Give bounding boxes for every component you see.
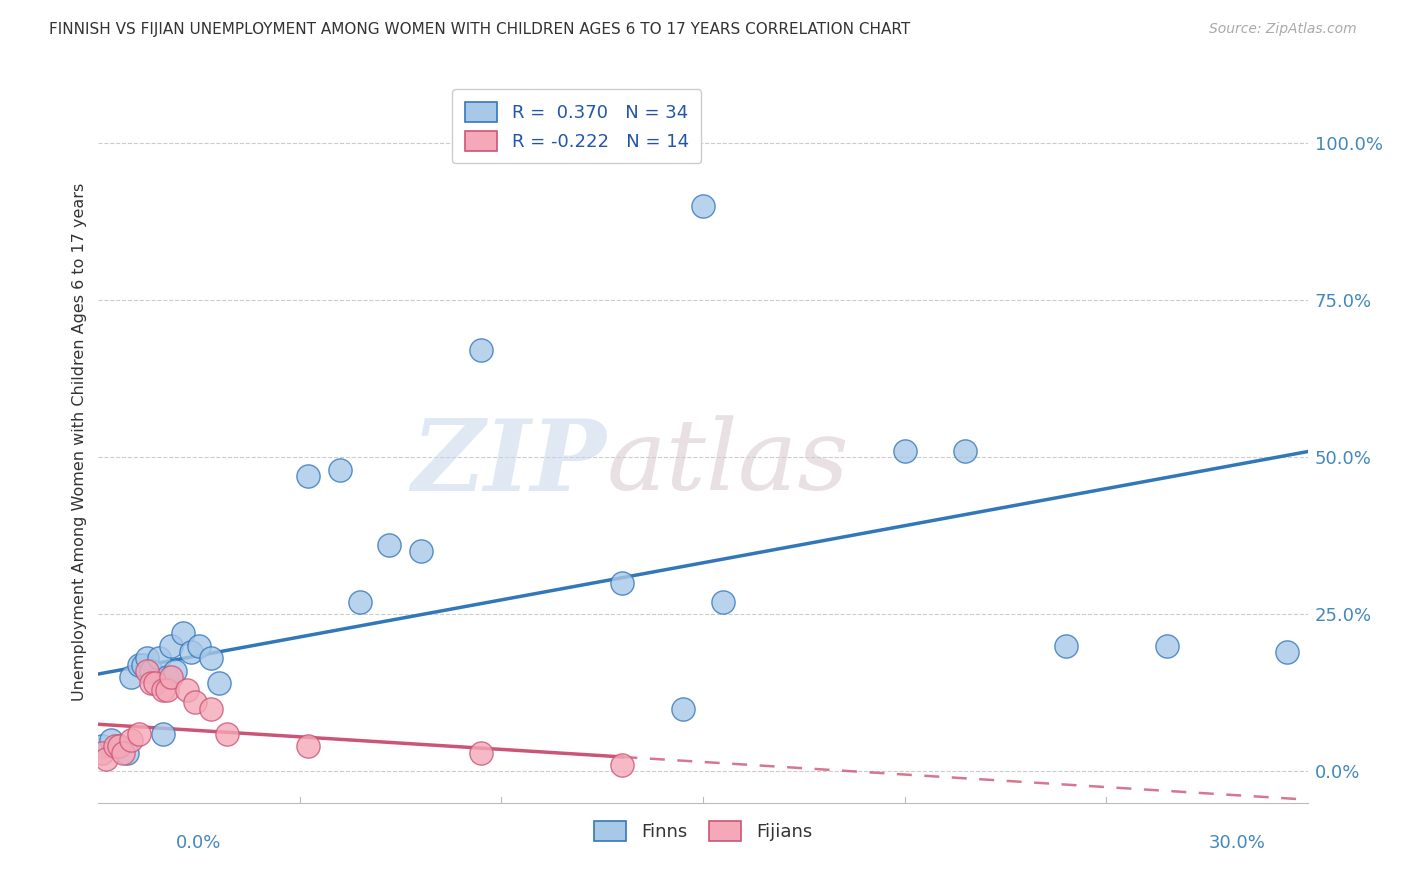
Point: [128, 657, 150, 672]
Point: [107, 739, 129, 754]
Point: [612, 758, 634, 772]
Point: [1156, 639, 1178, 653]
Point: [115, 746, 138, 760]
Text: 0.0%: 0.0%: [176, 834, 221, 852]
Point: [156, 682, 179, 697]
Point: [692, 199, 714, 213]
Point: [1277, 645, 1299, 659]
Point: [409, 544, 432, 558]
Point: [176, 682, 198, 697]
Text: FINNISH VS FIJIAN UNEMPLOYMENT AMONG WOMEN WITH CHILDREN AGES 6 TO 17 YEARS CORR: FINNISH VS FIJIAN UNEMPLOYMENT AMONG WOM…: [49, 22, 911, 37]
Point: [160, 670, 183, 684]
Point: [128, 727, 150, 741]
Point: [953, 444, 976, 458]
Point: [208, 676, 231, 690]
Point: [470, 746, 492, 760]
Legend: Finns, Fijians: Finns, Fijians: [586, 814, 820, 848]
Point: [188, 639, 211, 653]
Text: atlas: atlas: [606, 416, 849, 511]
Point: [470, 343, 492, 358]
Point: [148, 651, 170, 665]
Point: [120, 670, 142, 684]
Y-axis label: Unemployment Among Women with Children Ages 6 to 17 years: Unemployment Among Women with Children A…: [72, 183, 87, 700]
Text: 30.0%: 30.0%: [1209, 834, 1265, 852]
Point: [120, 733, 142, 747]
Point: [135, 651, 157, 665]
Point: [107, 739, 129, 754]
Point: [349, 595, 371, 609]
Point: [152, 682, 174, 697]
Point: [893, 444, 915, 458]
Point: [96, 752, 118, 766]
Point: [132, 657, 155, 672]
Point: [184, 695, 207, 709]
Point: [163, 664, 186, 678]
Point: [103, 739, 125, 754]
Point: [200, 701, 222, 715]
Point: [377, 538, 399, 552]
Point: [612, 575, 634, 590]
Point: [111, 746, 134, 760]
Point: [672, 701, 695, 715]
Point: [143, 676, 166, 690]
Point: [135, 664, 157, 678]
Text: Source: ZipAtlas.com: Source: ZipAtlas.com: [1209, 22, 1357, 37]
Point: [1054, 639, 1077, 653]
Point: [297, 739, 319, 754]
Point: [172, 626, 194, 640]
Point: [329, 463, 352, 477]
Point: [139, 676, 162, 690]
Point: [152, 727, 174, 741]
Point: [91, 739, 114, 754]
Point: [156, 670, 179, 684]
Point: [100, 733, 122, 747]
Point: [180, 645, 202, 659]
Point: [711, 595, 734, 609]
Point: [200, 651, 222, 665]
Point: [139, 664, 162, 678]
Point: [297, 469, 319, 483]
Text: ZIP: ZIP: [412, 415, 606, 511]
Point: [217, 727, 239, 741]
Point: [160, 639, 183, 653]
Point: [91, 746, 114, 760]
